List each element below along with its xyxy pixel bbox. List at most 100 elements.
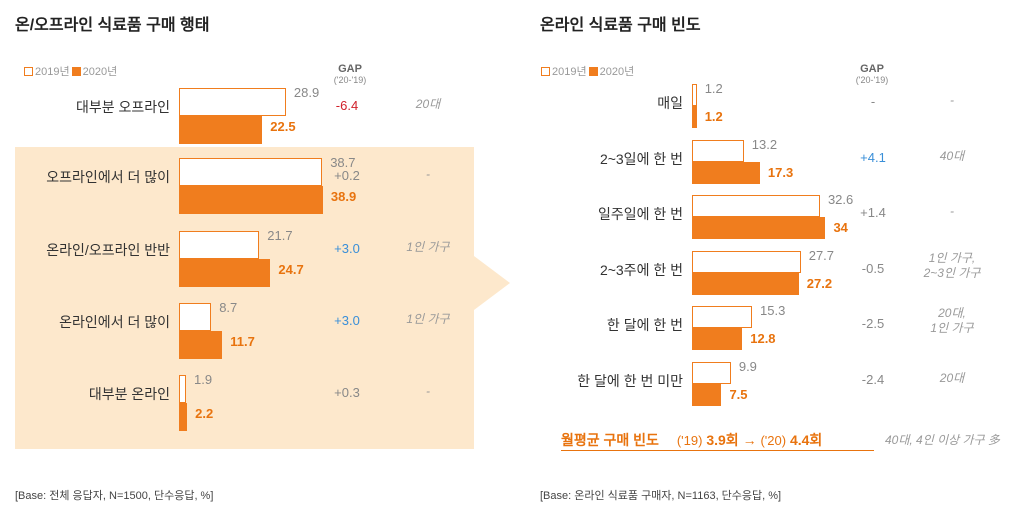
- summary-value19: 3.9회: [706, 432, 739, 448]
- bar-2020: [179, 259, 271, 287]
- left-base-note: [Base: 전체 응답자, N=1500, 단수응답, %]: [15, 490, 214, 502]
- legend-2020-swatch: [588, 66, 598, 76]
- gap-value: -0.5: [861, 261, 885, 276]
- legend-2020-swatch: [71, 66, 81, 76]
- bar-2020: [179, 331, 223, 359]
- value-label-2019: 15.3: [760, 303, 786, 318]
- value-label-2019: 9.9: [738, 359, 757, 374]
- bar-2020: [692, 328, 743, 350]
- category-label: 매일: [657, 95, 683, 111]
- gap-value: +3.0: [334, 313, 360, 328]
- value-label-2020: 7.5: [729, 387, 748, 402]
- segment-note: -: [426, 384, 430, 398]
- bar-2020: [692, 162, 760, 184]
- bar-2020: [692, 217, 826, 239]
- category-label: 일주일에 한 번: [597, 206, 683, 222]
- gap-value: -2.4: [861, 372, 885, 387]
- summary-year19: ('19): [676, 433, 703, 448]
- gap-value: +3.0: [334, 241, 360, 256]
- right-legend: 2019년 2020년: [541, 63, 634, 79]
- category-label: 온라인/오프라인 반반: [46, 242, 170, 258]
- right-base-note: [Base: 온라인 식료품 구매자, N=1163, 단수응답, %]: [540, 490, 782, 502]
- left-legend: 2019년 2020년: [24, 63, 117, 79]
- bar-2020: [179, 116, 263, 144]
- bar-2020: [692, 384, 722, 406]
- segment-note: 1인 가구: [406, 312, 450, 326]
- gap-header-sub: ('20-'19): [333, 75, 367, 85]
- bar-2020: [692, 273, 799, 295]
- bar-2019: [179, 375, 187, 403]
- gap-value: +4.1: [860, 150, 886, 165]
- summary-note: 40대, 4인 이상 가구 多: [885, 433, 1000, 447]
- bar-2019: [179, 303, 212, 331]
- summary-year20: ('20): [760, 433, 787, 448]
- value-label-2019: 8.7: [219, 300, 238, 315]
- legend-2019-swatch: [24, 66, 33, 76]
- category-label: 대부분 오프라인: [75, 99, 170, 115]
- segment-note: -: [950, 93, 954, 107]
- gap-value: +0.2: [334, 168, 360, 183]
- value-label-2019: 1.2: [704, 81, 723, 96]
- category-label: 2~3일에 한 번: [599, 151, 683, 167]
- value-label-2019: 1.9: [194, 372, 213, 387]
- legend-2019-label: 2019년: [552, 66, 587, 78]
- value-label-2020: 34: [833, 220, 848, 235]
- transition-arrow-stem: [460, 268, 472, 298]
- bar-2019: [692, 84, 697, 106]
- category-label: 오프라인에서 더 많이: [46, 169, 170, 185]
- category-label: 대부분 온라인: [88, 386, 170, 402]
- bar-2019: [179, 88, 286, 116]
- gap-value: -: [870, 94, 876, 109]
- monthly-frequency-summary: 월평균 구매 빈도 ('19) 3.9회 → ('20) 4.4회: [561, 430, 822, 450]
- summary-underline: [561, 450, 874, 451]
- summary-label: 월평균 구매 빈도: [561, 432, 659, 448]
- legend-2020-label: 2020년: [82, 66, 118, 78]
- segment-note: 20대: [939, 371, 965, 385]
- value-label-2020: 2.2: [195, 406, 214, 421]
- gap-value: +0.3: [334, 385, 360, 400]
- gap-value: -2.5: [861, 316, 885, 331]
- bar-2019: [692, 306, 753, 328]
- segment-note: 1인 가구: [406, 240, 450, 254]
- value-label-2019: 28.9: [293, 85, 320, 100]
- bar-2020: [179, 186, 323, 214]
- bar-2019: [179, 231, 260, 259]
- transition-arrow-icon: [470, 253, 510, 313]
- value-label-2020: 17.3: [767, 165, 794, 180]
- bar-2019: [179, 158, 323, 186]
- bar-2019: [692, 140, 744, 162]
- value-label-2020: 38.9: [330, 189, 357, 204]
- segment-note: 40대: [939, 149, 965, 163]
- gap-header-label: GAP: [860, 63, 884, 75]
- segment-note: 1인 가구, 2~3인 가구: [923, 251, 981, 280]
- bar-2019: [692, 362, 731, 384]
- legend-2019-label: 2019년: [35, 66, 70, 78]
- segment-note: -: [426, 167, 430, 181]
- value-label-2020: 11.7: [230, 334, 255, 349]
- legend-2020-label: 2020년: [599, 66, 635, 78]
- category-label: 2~3주에 한 번: [599, 262, 683, 278]
- value-label-2020: 1.2: [704, 109, 723, 124]
- value-label-2020: 12.8: [750, 331, 776, 346]
- left-gap-header: GAP ('20-'19): [320, 63, 380, 85]
- bar-2020: [179, 403, 188, 431]
- legend-2019-swatch: [541, 66, 550, 76]
- right-gap-header: GAP ('20-'19): [842, 63, 902, 85]
- bar-2020: [692, 106, 697, 128]
- right-chart-title: 온라인 식료품 구매 빈도: [540, 17, 701, 34]
- summary-value20: 4.4회: [789, 432, 823, 448]
- category-label: 한 달에 한 번 미만: [577, 373, 683, 389]
- gap-header-sub: ('20-'19): [855, 75, 889, 85]
- value-label-2020: 27.2: [806, 276, 833, 291]
- segment-note: -: [950, 204, 954, 218]
- gap-value: +1.4: [860, 205, 886, 220]
- bar-2019: [692, 195, 820, 217]
- value-label-2020: 24.7: [278, 262, 304, 277]
- summary-arrow-icon: →: [742, 432, 757, 448]
- segment-note: 20대: [415, 97, 441, 111]
- category-label: 한 달에 한 번: [606, 317, 683, 333]
- value-label-2019: 27.7: [808, 248, 835, 263]
- value-label-2019: 38.7: [330, 155, 356, 170]
- category-label: 온라인에서 더 많이: [59, 314, 170, 330]
- left-chart-title: 온/오프라인 식료품 구매 행태: [15, 17, 210, 34]
